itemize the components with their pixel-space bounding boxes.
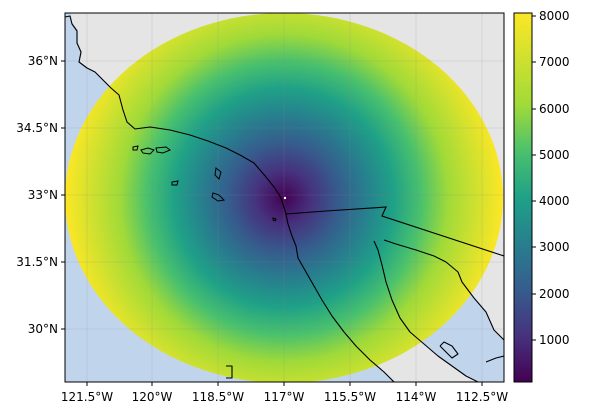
colorbar-tick-label: 3000 — [539, 240, 570, 254]
y-tick-label: 30°N — [28, 322, 58, 336]
colorbar-tick-label: 6000 — [539, 102, 570, 116]
colorbar-tick-label: 1000 — [539, 333, 570, 347]
x-tick-label: 120°W — [132, 390, 173, 404]
x-tick-label: 114°W — [396, 390, 437, 404]
colorbar-gradient — [513, 12, 533, 383]
y-tick-label: 36°N — [28, 54, 58, 68]
x-tick-label: 121.5°W — [61, 390, 113, 404]
x-tick-label: 117°W — [264, 390, 305, 404]
international-border — [285, 206, 504, 257]
y-tick-label: 34.5°N — [16, 121, 58, 135]
colorbar-tick-label: 5000 — [539, 148, 570, 162]
x-tick-label: 115.5°W — [324, 390, 376, 404]
map-plot-area — [65, 13, 504, 382]
colorbar-tick-label: 7000 — [539, 55, 570, 69]
colorbar-tick-label: 2000 — [539, 287, 570, 301]
y-axis: 36°N 34.5°N 33°N 31.5°N 30°N — [16, 54, 65, 336]
x-axis: 121.5°W 120°W 118.5°W 117°W 115.5°W 114°… — [61, 382, 508, 404]
colorbar: 1000 2000 3000 4000 5000 6000 7000 8000 — [513, 9, 570, 383]
colorbar-tick-label: 4000 — [539, 194, 570, 208]
colorbar-tick-label: 8000 — [539, 9, 570, 23]
channel-islands — [132, 145, 277, 222]
x-tick-label: 112.5°W — [456, 390, 508, 404]
coastlines — [65, 15, 504, 382]
y-tick-label: 33°N — [28, 188, 58, 202]
y-tick-label: 31.5°N — [16, 255, 58, 269]
x-tick-label: 118.5°W — [192, 390, 244, 404]
center-point — [283, 196, 287, 200]
